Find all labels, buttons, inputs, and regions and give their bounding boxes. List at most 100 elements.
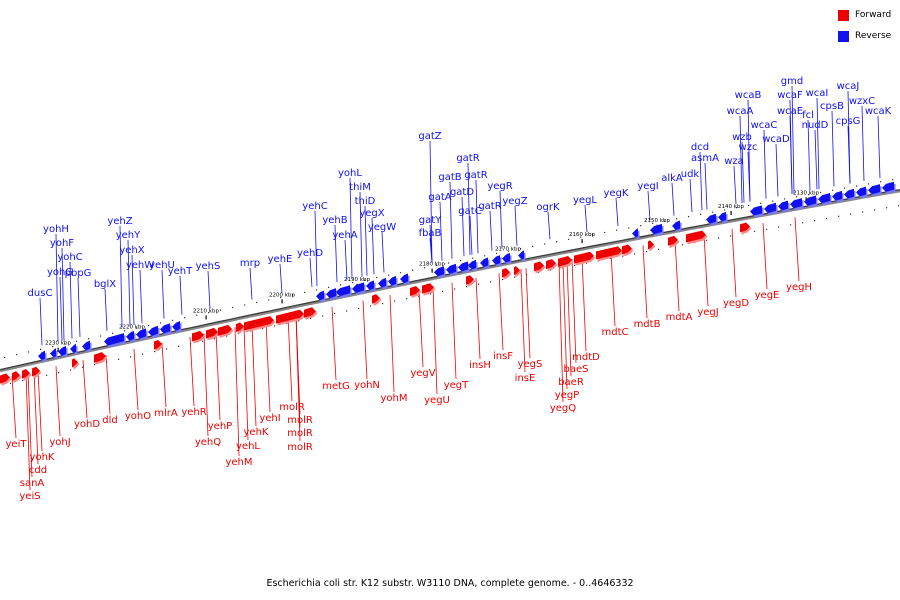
forward-gene-label-leader [82, 360, 88, 419]
guide-dot [796, 196, 798, 198]
reverse-gene-arrow [750, 205, 762, 216]
forward-gene-label: yohN [354, 380, 380, 391]
guide-dot [610, 257, 612, 260]
guide-dot [772, 200, 774, 202]
forward-gene-label-leader [189, 336, 195, 407]
reverse-gene-label: yegL [573, 195, 597, 206]
forward-gene-label: dld [102, 415, 117, 426]
reverse-gene-label: gatB [438, 172, 461, 183]
reverse-gene-label-leader [861, 105, 865, 182]
forward-gene-arrow [740, 222, 750, 233]
forward-gene-label: yehK [244, 427, 269, 438]
forward-gene-label: yehR [181, 407, 206, 418]
reverse-gene-label-leader [647, 190, 651, 221]
guide-dot [454, 288, 456, 290]
guide-dot [622, 255, 624, 257]
forward-gene-label-leader [731, 228, 737, 298]
guide-dot [730, 235, 732, 237]
legend-reverse: Reverse [838, 29, 896, 44]
reverse-gene-label-leader [763, 129, 767, 199]
forward-gene-arrow [206, 327, 218, 339]
guide-dot [478, 283, 480, 285]
reverse-gene-arrow [336, 285, 350, 297]
reverse-gene-label: udk [681, 169, 700, 180]
reverse-gene-label-leader [584, 204, 588, 233]
guide-dot [388, 274, 390, 276]
forward-gene-arrow [192, 330, 204, 342]
forward-gene-arrow [534, 261, 544, 272]
reverse-gene-label-leader [615, 197, 619, 227]
guide-dot [424, 267, 426, 269]
tick-label: 2210 kbp [193, 308, 219, 314]
guide-dot [844, 187, 846, 189]
forward-gene-label: yehQ [195, 437, 221, 448]
reverse-gene-label: yehU [149, 260, 175, 271]
guide-dot [412, 269, 414, 271]
reverse-gene-label: nudD [802, 120, 829, 131]
reverse-gene-label: yehZ [107, 216, 132, 227]
guide-dot [898, 205, 900, 207]
reverse-gene-arrow [388, 275, 396, 286]
guide-dot [778, 226, 780, 228]
reverse-gene-label: wzxC [849, 96, 875, 107]
guide-dot [490, 281, 492, 283]
reverse-gene-label-leader [733, 165, 737, 205]
reverse-gene-arrow [844, 188, 854, 199]
reverse-gene-label-leader [249, 267, 253, 300]
forward-gene-label: yeiS [19, 491, 40, 502]
reverse-gene-label-leader [429, 140, 433, 263]
guide-dot [202, 340, 204, 342]
reverse-gene-label-leader [344, 239, 348, 280]
reverse-gene-label: yehB [322, 215, 347, 226]
forward-gene-label: metG [322, 381, 350, 392]
reverse-gene-label-leader [314, 210, 318, 287]
forward-gene-arrow [686, 230, 706, 243]
reverse-gene-label-leader [467, 162, 471, 256]
guide-dot [172, 319, 174, 321]
reverse-gene-label: gatC [458, 206, 481, 217]
forward-gene-arrow [514, 266, 520, 276]
reverse-gene-label-leader [789, 99, 793, 194]
reverse-gene-label-leader [127, 239, 131, 326]
guide-dot [862, 211, 864, 213]
guide-dot [136, 327, 138, 329]
forward-gene-arrow [546, 259, 556, 270]
guide-dot [646, 251, 648, 253]
reverse-gene-arrow [148, 325, 158, 336]
forward-gene-label: baeR [558, 377, 584, 388]
reverse-gene-arrow [882, 181, 894, 192]
guide-dot [886, 207, 888, 209]
forward-gene-label: molR [279, 402, 305, 413]
guide-dot [4, 356, 6, 358]
tick-label: 2170 kbp [495, 246, 521, 252]
reverse-gene-label: alkA [661, 173, 683, 184]
forward-gene-label-leader [33, 371, 39, 465]
forward-gene-arrow [422, 283, 434, 294]
forward-gene-label-leader [389, 295, 395, 393]
forward-gene-label: mdtB [634, 319, 661, 330]
reverse-gene-arrow [468, 259, 476, 270]
reverse-gene-label: wcaJ [837, 81, 860, 92]
reverse-gene-label-leader [39, 297, 43, 346]
guide-dot [28, 351, 30, 353]
reverse-gene-label-leader [671, 182, 675, 216]
reverse-gene-label: yegW [368, 222, 396, 233]
reverse-gene-label-leader [77, 277, 81, 337]
reverse-gene-label-leader [469, 215, 473, 255]
guide-dot [16, 354, 18, 356]
forward-gene-arrow [72, 358, 78, 368]
reverse-gene-arrow [172, 321, 180, 331]
tick-label: 2140 kbp [718, 204, 744, 210]
reverse-gene-label-leader [381, 231, 385, 273]
reverse-gene-arrow [316, 290, 324, 301]
guide-dot [214, 338, 216, 340]
forward-gene-label: molR [287, 442, 313, 453]
forward-gene-label-leader [703, 233, 709, 307]
forward-gene-label: yegT [444, 380, 469, 391]
reverse-gene-label: yegK [604, 188, 629, 199]
guide-dot [820, 191, 822, 194]
reverse-gene-label-leader [104, 288, 108, 331]
forward-swatch [838, 10, 849, 21]
forward-gene-arrow [502, 268, 510, 278]
reverse-gene-label-leader [816, 97, 820, 190]
